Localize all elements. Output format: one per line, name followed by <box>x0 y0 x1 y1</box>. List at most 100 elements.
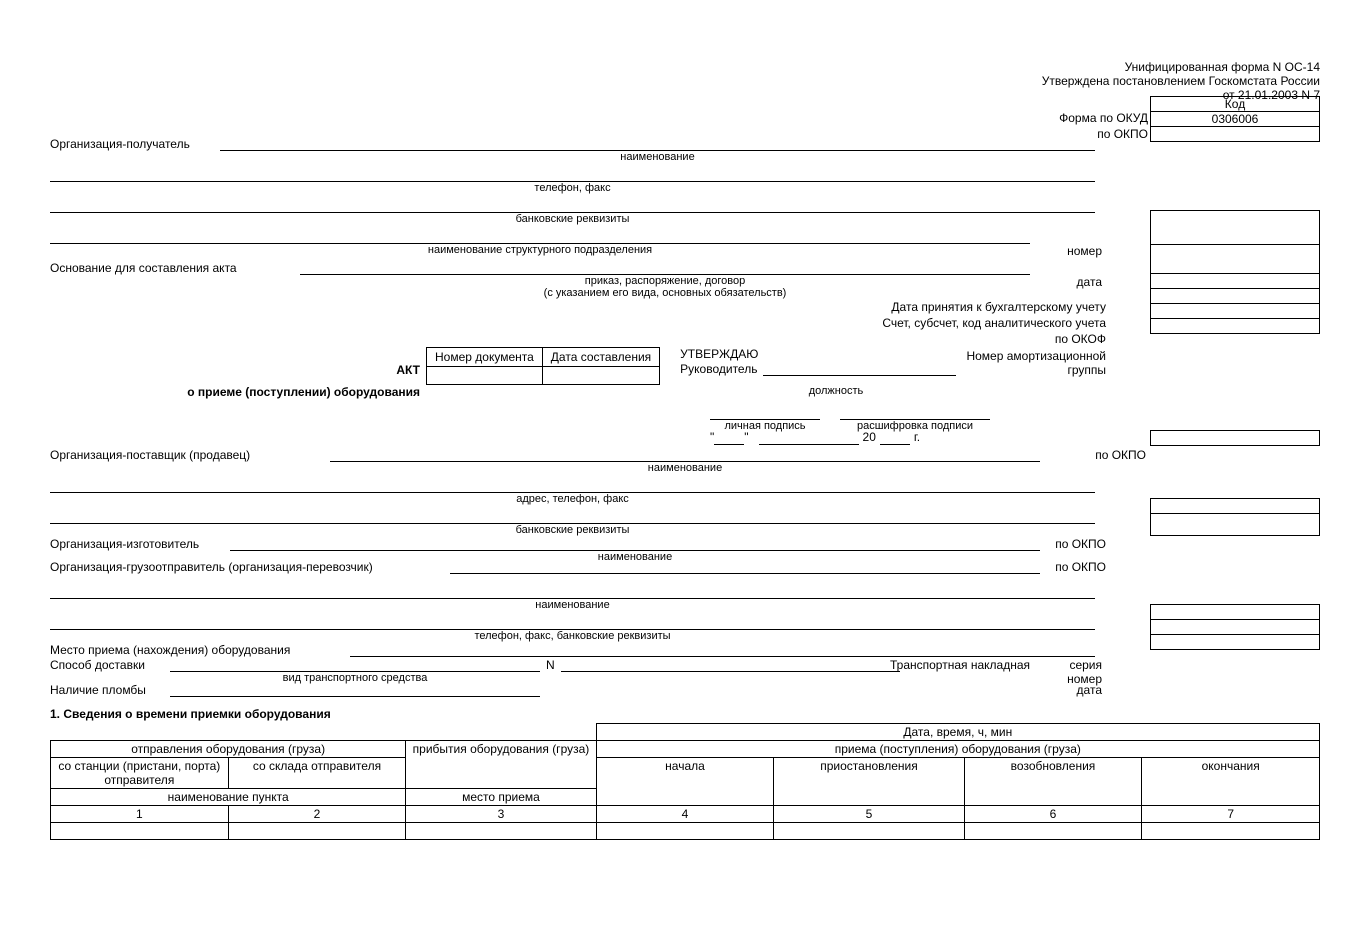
bank-sub: банковские реквизиты <box>50 213 1095 225</box>
docnum-cell[interactable] <box>427 367 543 385</box>
seal-input[interactable] <box>170 682 540 697</box>
supplier-addr[interactable] <box>50 478 1095 493</box>
th-end: окончания <box>1142 758 1320 806</box>
timing-table: Дата, время, ч, мин отправления оборудов… <box>50 723 1320 840</box>
okpo-shipper <box>1151 514 1319 536</box>
maker-label: Организация-изготовитель <box>50 537 230 551</box>
col-2: 2 <box>228 806 406 823</box>
okpo-maker-label: по ОКПО <box>1055 537 1106 551</box>
data-row[interactable] <box>51 823 1320 840</box>
th-pause: приостановления <box>774 758 964 806</box>
data-label: дата <box>1077 683 1102 697</box>
head-label: Руководитель <box>680 362 757 376</box>
th-recv: приема (поступления) оборудования (груза… <box>596 741 1319 758</box>
okof <box>1151 304 1319 319</box>
form-id: Унифицированная форма N ОС-14 <box>1042 60 1320 74</box>
struct-input[interactable] <box>50 229 1030 244</box>
num-label: номер <box>1067 244 1102 258</box>
th-wh: со склада отправителя <box>228 758 406 789</box>
col-4: 4 <box>596 806 774 823</box>
delivery-input[interactable] <box>170 657 540 672</box>
approve-label: УТВЕРЖДАЮ <box>680 347 956 361</box>
col-3: 3 <box>406 806 596 823</box>
month-input[interactable] <box>759 430 859 445</box>
order-sub1: приказ, распоряжение, договор <box>300 275 1030 287</box>
okpo-supplier-label: по ОКПО <box>1095 448 1146 462</box>
place-label: Место приема (нахождения) оборудования <box>50 643 350 657</box>
th-send: отправления оборудования (груза) <box>51 741 406 758</box>
phone-sub: телефон, факс <box>50 182 1095 194</box>
basis-input[interactable] <box>300 260 1030 275</box>
supplier-label: Организация-поставщик (продавец) <box>50 448 330 462</box>
decode-input[interactable] <box>840 405 990 420</box>
acc-date-label: Дата принятия к бухгалтерскому учету <box>50 299 1106 315</box>
col-5: 5 <box>774 806 964 823</box>
okpo-label: по ОКПО <box>1059 127 1148 143</box>
col-1: 1 <box>51 806 229 823</box>
shipper-sub: наименование <box>50 599 1095 611</box>
okof-label: по ОКОФ <box>50 331 1106 347</box>
struct-sub: наименование структурного подразделения <box>50 244 1030 256</box>
waybill-date <box>1151 635 1319 650</box>
shipper-phone[interactable] <box>50 615 1095 630</box>
th-datetime: Дата, время, ч, мин <box>596 724 1319 741</box>
waybill-series <box>1151 605 1319 620</box>
waybill-num <box>1151 620 1319 635</box>
place-input[interactable] <box>350 642 1095 657</box>
date-label: дата <box>1077 275 1102 289</box>
section1-title: 1. Сведения о времени приемки оборудован… <box>50 707 1320 721</box>
th-station: со станции (пристани, порта) отправителя <box>51 758 229 789</box>
shipper-line2[interactable] <box>50 584 1095 599</box>
sign-input[interactable] <box>710 405 820 420</box>
supplier-addr-sub: адрес, телефон, факс <box>50 493 1095 505</box>
okpo-shipper-label: по ОКПО <box>1055 560 1106 574</box>
phone-input[interactable] <box>50 167 1095 182</box>
th-start: начала <box>596 758 774 806</box>
g-label: г. <box>910 430 920 445</box>
docnum-h: Номер документа <box>427 348 543 367</box>
seal-label: Наличие пломбы <box>50 683 170 697</box>
okpo-supplier <box>1151 431 1319 446</box>
basis-label: Основание для составления акта <box>50 261 300 275</box>
org-recv-label: Организация-получатель <box>50 137 220 151</box>
akt-label: АКТ <box>396 363 420 377</box>
th-point: наименование пункта <box>51 789 406 806</box>
year-input[interactable] <box>880 430 910 445</box>
year-label: 20 <box>859 430 880 445</box>
shipper-label: Организация-грузоотправитель (организаци… <box>50 560 450 574</box>
supplier-bank[interactable] <box>50 509 1095 524</box>
okpo-maker <box>1151 499 1319 514</box>
n-label: N <box>540 658 561 672</box>
kod-header: Код <box>1151 97 1319 112</box>
org-recv-sub: наименование <box>220 151 1095 163</box>
th-place: место приема <box>406 789 596 806</box>
seria-label: серия <box>1069 658 1102 672</box>
day-input[interactable] <box>714 430 744 445</box>
order-sub2: (с указанием его вида, основных обязател… <box>300 287 1030 299</box>
supplier-bank-sub: банковские реквизиты <box>50 524 1095 536</box>
bank-input[interactable] <box>50 198 1095 213</box>
delivery-label: Способ доставки <box>50 658 170 672</box>
waybill-label: Транспортная накладная <box>890 658 1030 672</box>
akt2-label: о приеме (поступлении) оборудования <box>50 385 426 399</box>
col-7: 7 <box>1142 806 1320 823</box>
delivery-n-input[interactable] <box>561 657 900 672</box>
maker-input[interactable] <box>230 536 1040 551</box>
okpo-recv <box>1151 127 1319 142</box>
docdate-h: Дата составления <box>542 348 659 367</box>
org-recv-input[interactable] <box>220 136 1095 151</box>
form-approved: Утверждена постановлением Госкомстата Ро… <box>1042 74 1320 88</box>
col-6: 6 <box>964 806 1142 823</box>
head-pos-input[interactable] <box>763 361 956 376</box>
acc-code-label: Счет, субсчет, код аналитического учета <box>50 315 1106 331</box>
th-resume: возобновления <box>964 758 1142 806</box>
am-group <box>1151 319 1319 334</box>
basis-date <box>1151 245 1319 274</box>
docdate-cell[interactable] <box>542 367 659 385</box>
th-arrive: прибытия оборудования (груза) <box>406 741 596 789</box>
shipper-input[interactable] <box>450 559 1040 574</box>
okud-value: 0306006 <box>1151 112 1319 127</box>
basis-num <box>1151 211 1319 245</box>
supplier-input[interactable] <box>330 447 1040 462</box>
amgrp-label: Номер амортизационной группы <box>956 347 1106 377</box>
